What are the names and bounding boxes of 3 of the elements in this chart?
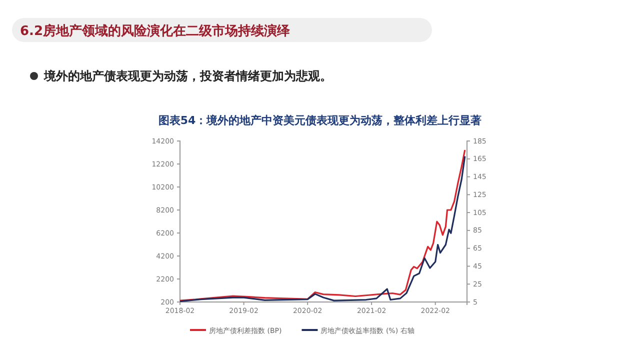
chart-title: 图表54：境外的地产中资美元债表现更为动荡，整体利差上行显著 (158, 114, 482, 127)
text: 6.2房地产领域的风险演化在二级市场持续演绎 (20, 23, 292, 39)
text: 境外的地产债表现更为动荡，投资者情绪更加为悲观。 (43, 69, 332, 83)
